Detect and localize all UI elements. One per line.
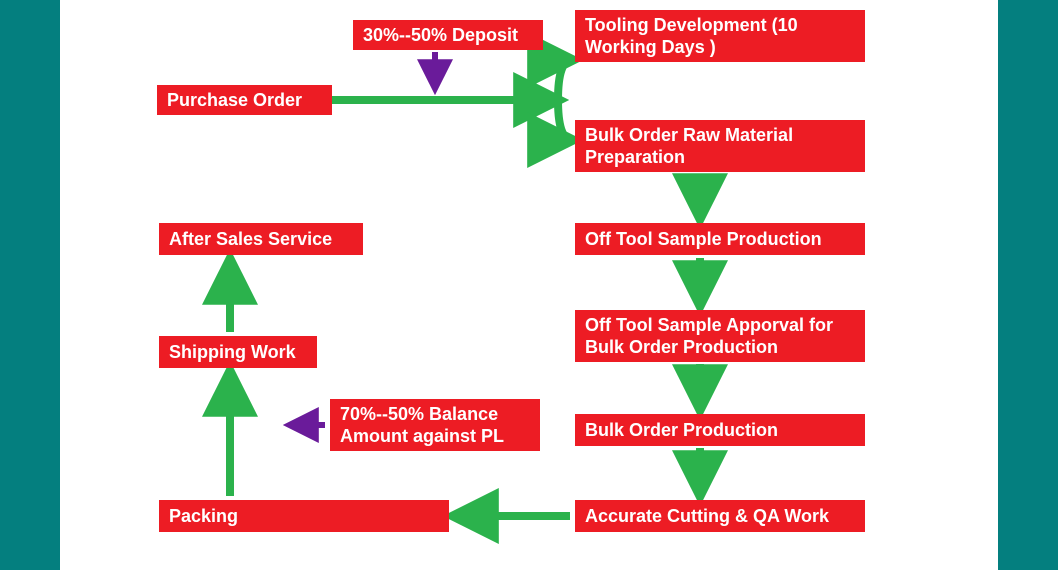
node-accurate-cutting: Accurate Cutting & QA Work <box>575 500 865 532</box>
node-raw-material: Bulk Order Raw Material Preparation <box>575 120 865 172</box>
node-after-sales: After Sales Service <box>159 223 363 255</box>
label: Off Tool Sample Apporval for Bulk Order … <box>585 314 855 359</box>
node-tooling: Tooling Development (10 Working Days ) <box>575 10 865 62</box>
label: Packing <box>169 505 238 528</box>
label: 70%--50% Balance Amount against PL <box>340 403 530 448</box>
node-off-tool-sample: Off Tool Sample Production <box>575 223 865 255</box>
diagram-canvas: Purchase Order 30%--50% Deposit Tooling … <box>60 0 998 570</box>
arrow-split-tooling <box>558 60 572 100</box>
node-off-tool-approval: Off Tool Sample Apporval for Bulk Order … <box>575 310 865 362</box>
label: Purchase Order <box>167 89 302 112</box>
label: Off Tool Sample Production <box>585 228 822 251</box>
label: Bulk Order Production <box>585 419 778 442</box>
node-shipping: Shipping Work <box>159 336 317 368</box>
node-bulk-production: Bulk Order Production <box>575 414 865 446</box>
label: Shipping Work <box>169 341 296 364</box>
label: Accurate Cutting & QA Work <box>585 505 829 528</box>
arrow-split-rawmat <box>558 100 572 140</box>
node-balance: 70%--50% Balance Amount against PL <box>330 399 540 451</box>
label: Tooling Development (10 Working Days ) <box>585 14 855 59</box>
node-deposit: 30%--50% Deposit <box>353 20 543 50</box>
label: 30%--50% Deposit <box>363 24 518 47</box>
node-purchase-order: Purchase Order <box>157 85 332 115</box>
label: Bulk Order Raw Material Preparation <box>585 124 855 169</box>
label: After Sales Service <box>169 228 332 251</box>
node-packing: Packing <box>159 500 449 532</box>
